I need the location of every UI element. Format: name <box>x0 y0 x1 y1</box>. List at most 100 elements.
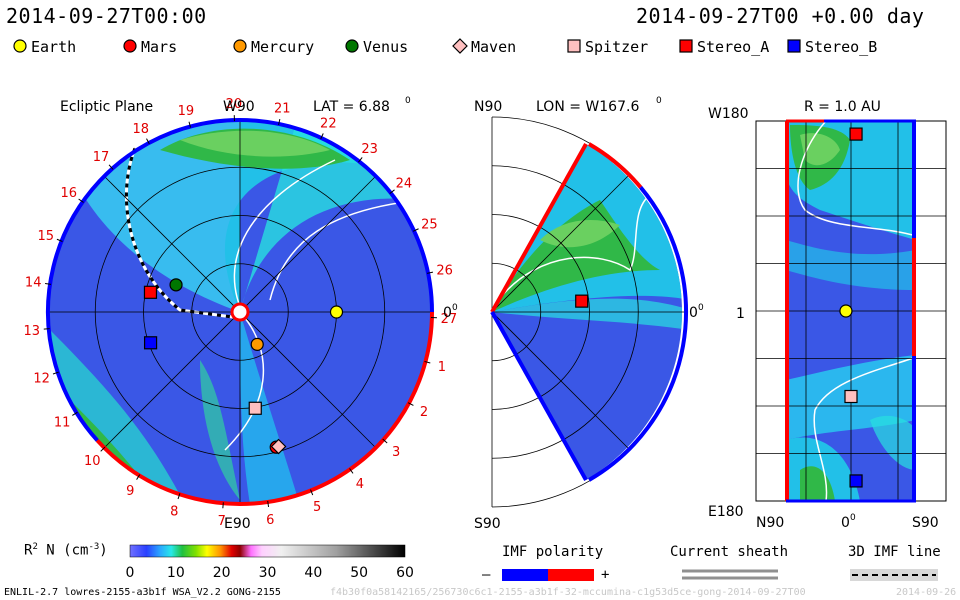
carrington-label: 19 <box>178 104 195 119</box>
square-icon <box>787 39 801 53</box>
legend-item-stereo_a: Stereo_A <box>678 38 769 56</box>
colorbar-label: R2 N (cm-3) <box>24 542 108 559</box>
carrington-tick <box>267 500 270 507</box>
footer-model: ENLIL-2.7 lowres-2155-a3b1f WSA_V2.2 GON… <box>4 587 281 598</box>
radial-objects <box>839 127 863 488</box>
carrington-tick <box>389 189 395 194</box>
colorbar-tick-label: 0 <box>126 565 135 581</box>
circle-icon <box>13 39 27 53</box>
legend-item-maven: Maven <box>452 38 516 56</box>
carrington-tick <box>52 371 59 375</box>
carrington-label: 26 <box>436 264 453 279</box>
ecliptic-stereo_a-marker <box>143 285 158 299</box>
carrington-label: 21 <box>274 101 291 116</box>
radial-bottom-zero: 0 <box>841 515 850 531</box>
meridional-lon-sup: 0 <box>656 96 662 106</box>
meridional-lon-label: LON = W167.6 <box>536 99 639 115</box>
radial-stereo_b-marker <box>849 474 863 488</box>
meridional-bottom-label: S90 <box>474 516 501 532</box>
imf-positive-swatch <box>548 569 594 581</box>
imf-line-legend <box>850 569 938 581</box>
circle-icon <box>123 39 137 53</box>
colorbar-label-sup: 2 <box>32 542 38 552</box>
legend-label: Earth <box>31 38 77 56</box>
legend-item-mercury: Mercury <box>232 38 314 56</box>
legend-item-earth: Earth <box>12 38 76 56</box>
radial-mid-left: 1 <box>736 306 745 322</box>
carrington-tick <box>56 238 63 242</box>
carrington-tick <box>320 133 324 140</box>
carrington-label: 8 <box>170 504 178 519</box>
carrington-label: 7 <box>218 514 226 529</box>
colorbar-tick-label: 40 <box>304 565 322 581</box>
meridional-top-label: N90 <box>474 99 502 115</box>
carrington-label: 6 <box>266 513 274 528</box>
carrington-tick <box>412 228 419 232</box>
legend-item-spitzer: Spitzer <box>566 38 648 56</box>
carrington-tick <box>349 468 354 474</box>
colorbar-tick-label: 10 <box>167 565 185 581</box>
radial-bottom-n: N90 <box>756 515 784 531</box>
colorbar-label-rest: N (cm <box>46 542 89 559</box>
ecliptic-top-label: W90 <box>223 99 255 115</box>
carrington-label: 13 <box>24 324 41 339</box>
ecliptic-title: Ecliptic Plane <box>60 99 153 115</box>
carrington-label: 10 <box>84 454 101 469</box>
carrington-tick <box>407 402 414 406</box>
ecliptic-right-sup: 0 <box>452 303 458 313</box>
footer-date-stub: 2014-09-26 <box>896 587 957 598</box>
carrington-label: 3 <box>392 445 400 460</box>
carrington-label: 9 <box>126 484 134 499</box>
colorbar: 0 10 20 30 40 50 60 <box>126 544 414 581</box>
radial-stereo_a-marker <box>849 127 863 141</box>
colorbar-label-close: ) <box>99 542 108 559</box>
ecliptic-spitzer-marker <box>248 401 262 415</box>
carrington-labels: 19 20 212223242526271234567891011121314151… <box>24 97 458 529</box>
imf-plus: + <box>601 567 610 583</box>
meridional-rim-negative <box>587 186 688 482</box>
carrington-tick <box>177 493 181 500</box>
radial-bottom-zero-sup: 0 <box>850 513 856 523</box>
carrington-tick <box>72 411 78 416</box>
imf-polarity-title: IMF polarity <box>502 544 604 560</box>
carrington-tick <box>146 138 150 145</box>
legend-item-stereo_b: Stereo_B <box>786 38 877 56</box>
imf-line-title: 3D IMF line <box>848 544 941 560</box>
carrington-tick <box>136 474 141 480</box>
carrington-tick <box>310 489 314 496</box>
carrington-label: 16 <box>61 186 78 201</box>
circle-icon <box>233 39 247 53</box>
carrington-tick <box>188 121 192 128</box>
meridional-right-label: 0 <box>689 305 698 321</box>
carrington-tick <box>45 282 52 285</box>
diamond-icon <box>452 38 468 54</box>
meridional-objects <box>575 294 589 308</box>
carrington-tick <box>43 328 50 330</box>
ecliptic-bottom-label: E90 <box>224 516 251 532</box>
sun-marker <box>230 302 250 322</box>
ecliptic-lat-label: LAT = 6.88 <box>313 99 390 115</box>
ecliptic-rim-positive <box>95 311 434 506</box>
meridional-rim-positive <box>587 142 643 189</box>
square-icon <box>679 39 693 53</box>
imf-negative-swatch <box>502 569 548 581</box>
footer-run-id: f4b30f0a58142165/256730c6c1-2155-a3b1f-3… <box>330 587 806 598</box>
carrington-label: 1 <box>438 360 446 375</box>
datetime-left: 2014-09-27T00:00 <box>6 4 207 28</box>
ecliptic-venus-marker <box>169 278 183 292</box>
ecliptic-earth-marker <box>329 305 344 319</box>
carrington-label: 2 <box>420 405 428 420</box>
carrington-label: 5 <box>313 500 321 515</box>
radial-spitzer-marker <box>844 389 858 404</box>
radial-bottom-left: E180 <box>708 504 744 520</box>
ecliptic-stereo_b-marker <box>143 336 158 350</box>
carrington-label: 23 <box>361 142 378 157</box>
carrington-label: 4 <box>356 477 364 492</box>
carrington-label: 11 <box>54 416 71 431</box>
datetime-right: 2014-09-27T00 +0.00 day <box>636 4 925 28</box>
carrington-label: 22 <box>320 117 337 132</box>
carrington-label: 14 <box>25 276 42 291</box>
legend-item-venus: Venus <box>344 38 408 56</box>
carrington-tick <box>278 118 281 126</box>
